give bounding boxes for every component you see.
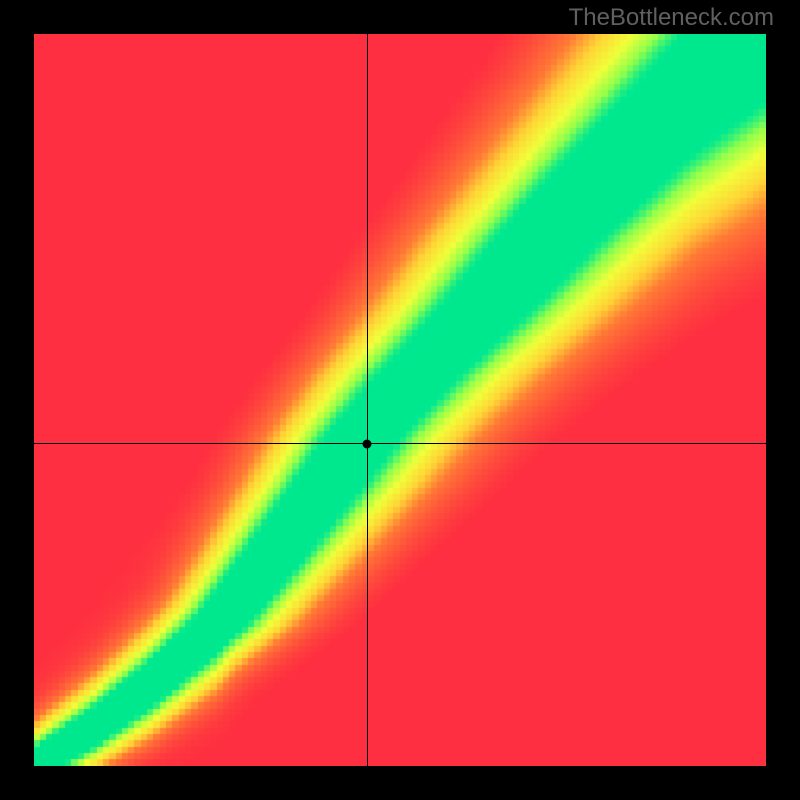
crosshair-horizontal [34,443,766,444]
watermark-text: TheBottleneck.com [569,4,774,32]
plot-area [34,34,766,766]
crosshair-marker [363,439,372,448]
crosshair-vertical [367,34,368,766]
heatmap-canvas [34,34,766,766]
chart-frame: TheBottleneck.com [0,0,800,800]
